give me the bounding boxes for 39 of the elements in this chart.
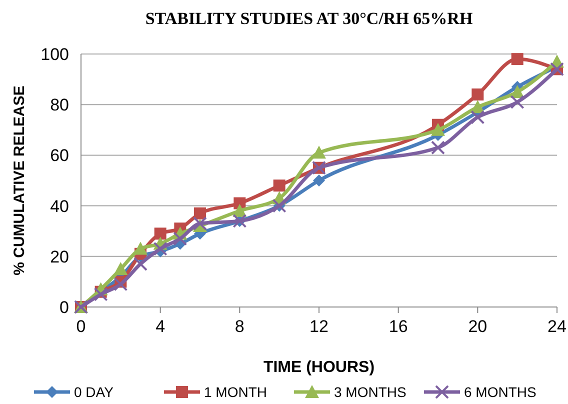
point — [134, 256, 148, 271]
chart-title: STABILITY STUDIES AT 30°C/RH 65%RH — [145, 9, 473, 28]
point — [153, 242, 168, 256]
y-tick-label: 0 — [60, 298, 69, 317]
y-tick-label: 40 — [50, 196, 69, 216]
x-tick-label: 20 — [468, 317, 488, 336]
x-tick-label: 8 — [234, 317, 244, 336]
point — [313, 174, 325, 186]
y-axis-title: % CUMULATIVE RELEASE — [11, 86, 28, 276]
point — [431, 122, 445, 136]
point — [173, 232, 188, 246]
point — [511, 53, 524, 66]
point — [193, 216, 207, 231]
point — [312, 146, 326, 159]
legend-label: 6 MONTHS — [464, 384, 536, 400]
point — [154, 228, 166, 240]
legend-label: 0 DAY — [74, 384, 114, 400]
point — [431, 140, 445, 155]
point — [94, 287, 108, 302]
point — [510, 95, 524, 110]
legend-label: 3 MONTHS — [334, 384, 406, 400]
point — [194, 207, 206, 220]
x-axis-title: TIME (HOURS) — [263, 359, 375, 376]
point — [134, 242, 148, 255]
x-tick-label: 12 — [310, 317, 328, 336]
point — [114, 262, 128, 276]
point — [472, 88, 484, 100]
point — [273, 180, 286, 192]
point — [470, 110, 485, 124]
x-tick-label: 0 — [76, 317, 86, 336]
y-tick-label: 20 — [50, 247, 69, 266]
x-tick-label: 4 — [156, 317, 166, 336]
y-tick-label: 100 — [40, 45, 69, 64]
legend-label: 1 MONTH — [204, 384, 267, 400]
y-tick-label: 60 — [50, 146, 69, 166]
point — [114, 277, 128, 292]
x-tick-label: 24 — [548, 317, 566, 336]
y-tick-label: 80 — [50, 96, 69, 115]
x-tick-label: 16 — [388, 317, 408, 336]
